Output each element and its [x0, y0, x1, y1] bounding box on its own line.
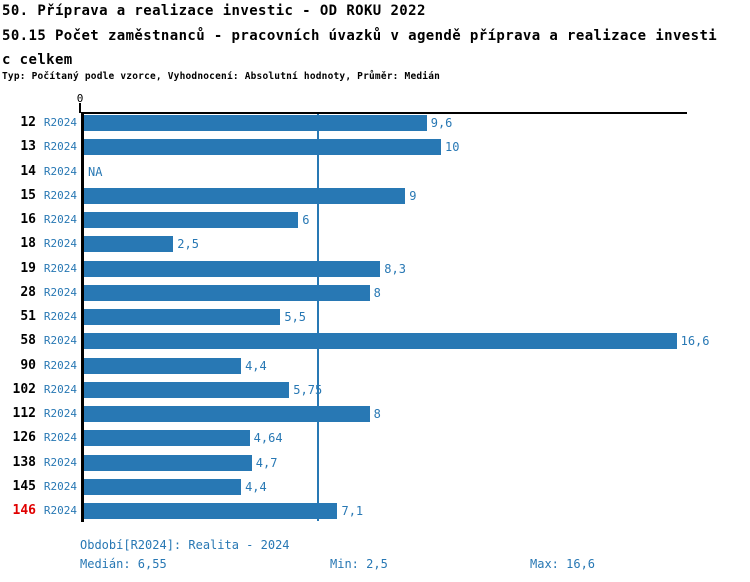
row-period-label: R2024 — [43, 116, 77, 129]
row-period-label: R2024 — [43, 261, 77, 275]
chart-subtitle: Typ: Počítaný podle vzorce, Vyhodnocení:… — [2, 71, 441, 82]
page-title-line1: 50. Příprava a realizace investic - OD R… — [2, 3, 426, 19]
row-id-label: 146 — [12, 503, 36, 518]
x-axis-zero-label: 0 — [76, 92, 84, 105]
row-period-label: R2024 — [43, 285, 77, 299]
chart-row: 112 R2024 8 — [0, 406, 750, 422]
chart-row: 145 R2024 4,4 — [0, 478, 750, 495]
bar — [84, 236, 174, 253]
row-id-label: 58 — [20, 333, 36, 349]
row-id-label: 15 — [20, 187, 36, 203]
row-period-label: R2024 — [43, 213, 77, 226]
page-title-line2: 50.15 Počet zaměstnanců - pracovních úva… — [2, 28, 718, 44]
row-period-label: R2024 — [43, 334, 77, 348]
bar — [84, 139, 441, 156]
bar-value-label: 5,75 — [293, 382, 323, 397]
bar-value-label: 9,6 — [430, 116, 453, 130]
bar — [84, 503, 338, 519]
row-id-label: 90 — [20, 357, 36, 373]
bar — [84, 381, 290, 398]
chart-row: 13 R2024 10 — [0, 139, 750, 156]
bar — [84, 454, 252, 471]
row-period-label: R2024 — [43, 358, 77, 372]
chart-row: 19 R2024 8,3 — [0, 260, 750, 277]
row-period-label: R2024 — [43, 140, 77, 154]
row-id-label: 28 — [20, 284, 36, 300]
row-id-label: 102 — [12, 381, 36, 397]
chart-row: 15 R2024 9 — [0, 187, 750, 204]
bar-value-label: 4,7 — [255, 455, 278, 470]
bar-value-label: 16,6 — [680, 334, 710, 349]
bar — [84, 430, 250, 447]
row-id-label: 12 — [20, 115, 36, 130]
row-period-label: R2024 — [43, 237, 77, 251]
bar-value-label: 5,5 — [284, 310, 307, 324]
row-id-label: 14 — [20, 163, 36, 179]
row-period-label: R2024 — [43, 164, 77, 178]
row-period-label: R2024 — [43, 504, 77, 517]
row-period-label: R2024 — [43, 382, 77, 396]
row-id-label: 138 — [12, 454, 36, 470]
chart-row: 16 R2024 6 — [0, 212, 750, 228]
row-period-label: R2024 — [43, 310, 77, 323]
bar-value-label: 8 — [373, 407, 381, 421]
bar-value-label: 9 — [409, 188, 417, 203]
bar — [84, 309, 281, 325]
x-axis-tick — [79, 103, 81, 113]
row-period-label: R2024 — [43, 479, 77, 493]
row-id-label: 19 — [20, 260, 36, 276]
row-id-label: 126 — [12, 430, 36, 446]
median-line — [316, 113, 319, 521]
bar — [84, 284, 370, 301]
bar-value-label: 4,4 — [245, 479, 267, 494]
bar — [84, 260, 381, 277]
row-id-label: 145 — [12, 478, 36, 494]
bar — [84, 212, 299, 228]
chart-row: 126 R2024 4,64 — [0, 430, 750, 447]
chart-row: 14 R2024 NA — [0, 164, 750, 180]
bar-value-label: 8 — [373, 285, 381, 300]
chart-row: 28 R2024 8 — [0, 284, 750, 301]
bar — [84, 333, 677, 350]
bar — [84, 357, 242, 374]
row-id-label: 51 — [20, 309, 36, 324]
page-title-line3: c celkem — [2, 52, 73, 68]
bar — [84, 115, 427, 131]
y-axis-line — [81, 112, 84, 522]
row-id-label: 16 — [20, 212, 36, 227]
chart-row: 138 R2024 4,7 — [0, 454, 750, 471]
chart-row: 12 R2024 9,6 — [0, 115, 750, 131]
chart-row: 58 R2024 16,6 — [0, 333, 750, 350]
bar — [84, 478, 242, 495]
row-id-label: 18 — [20, 236, 36, 252]
bar-value-label: 6 — [302, 213, 310, 227]
row-period-label: R2024 — [43, 407, 77, 420]
chart-row: 18 R2024 2,5 — [0, 236, 750, 253]
bar — [84, 187, 406, 204]
footer-min-label: Min: 2,5 — [330, 557, 388, 571]
x-axis-line — [81, 112, 687, 114]
row-period-label: R2024 — [43, 431, 77, 445]
bar — [84, 406, 370, 422]
chart-row: 146 R2024 7,1 — [0, 503, 750, 519]
chart-row: 51 R2024 5,5 — [0, 309, 750, 325]
footer-median-label: Medián: 6,55 — [80, 557, 167, 571]
row-period-label: R2024 — [43, 455, 77, 469]
chart-row: 90 R2024 4,4 — [0, 357, 750, 374]
row-period-label: R2024 — [43, 188, 77, 202]
bar-value-label: NA — [88, 164, 103, 179]
bar-value-label: 2,5 — [177, 237, 199, 252]
bar-value-label: 10 — [445, 140, 460, 155]
bar-value-label: 7,1 — [341, 504, 364, 518]
row-id-label: 13 — [20, 139, 36, 155]
bar-value-label: 8,3 — [384, 261, 406, 276]
row-id-label: 112 — [12, 406, 36, 421]
bar-value-label: 4,4 — [245, 358, 267, 373]
footer-period-label: Období[R2024]: Realita - 2024 — [80, 538, 290, 552]
bar-value-label: 4,64 — [253, 431, 283, 446]
footer-max-label: Max: 16,6 — [530, 557, 596, 571]
chart-row: 102 R2024 5,75 — [0, 381, 750, 398]
